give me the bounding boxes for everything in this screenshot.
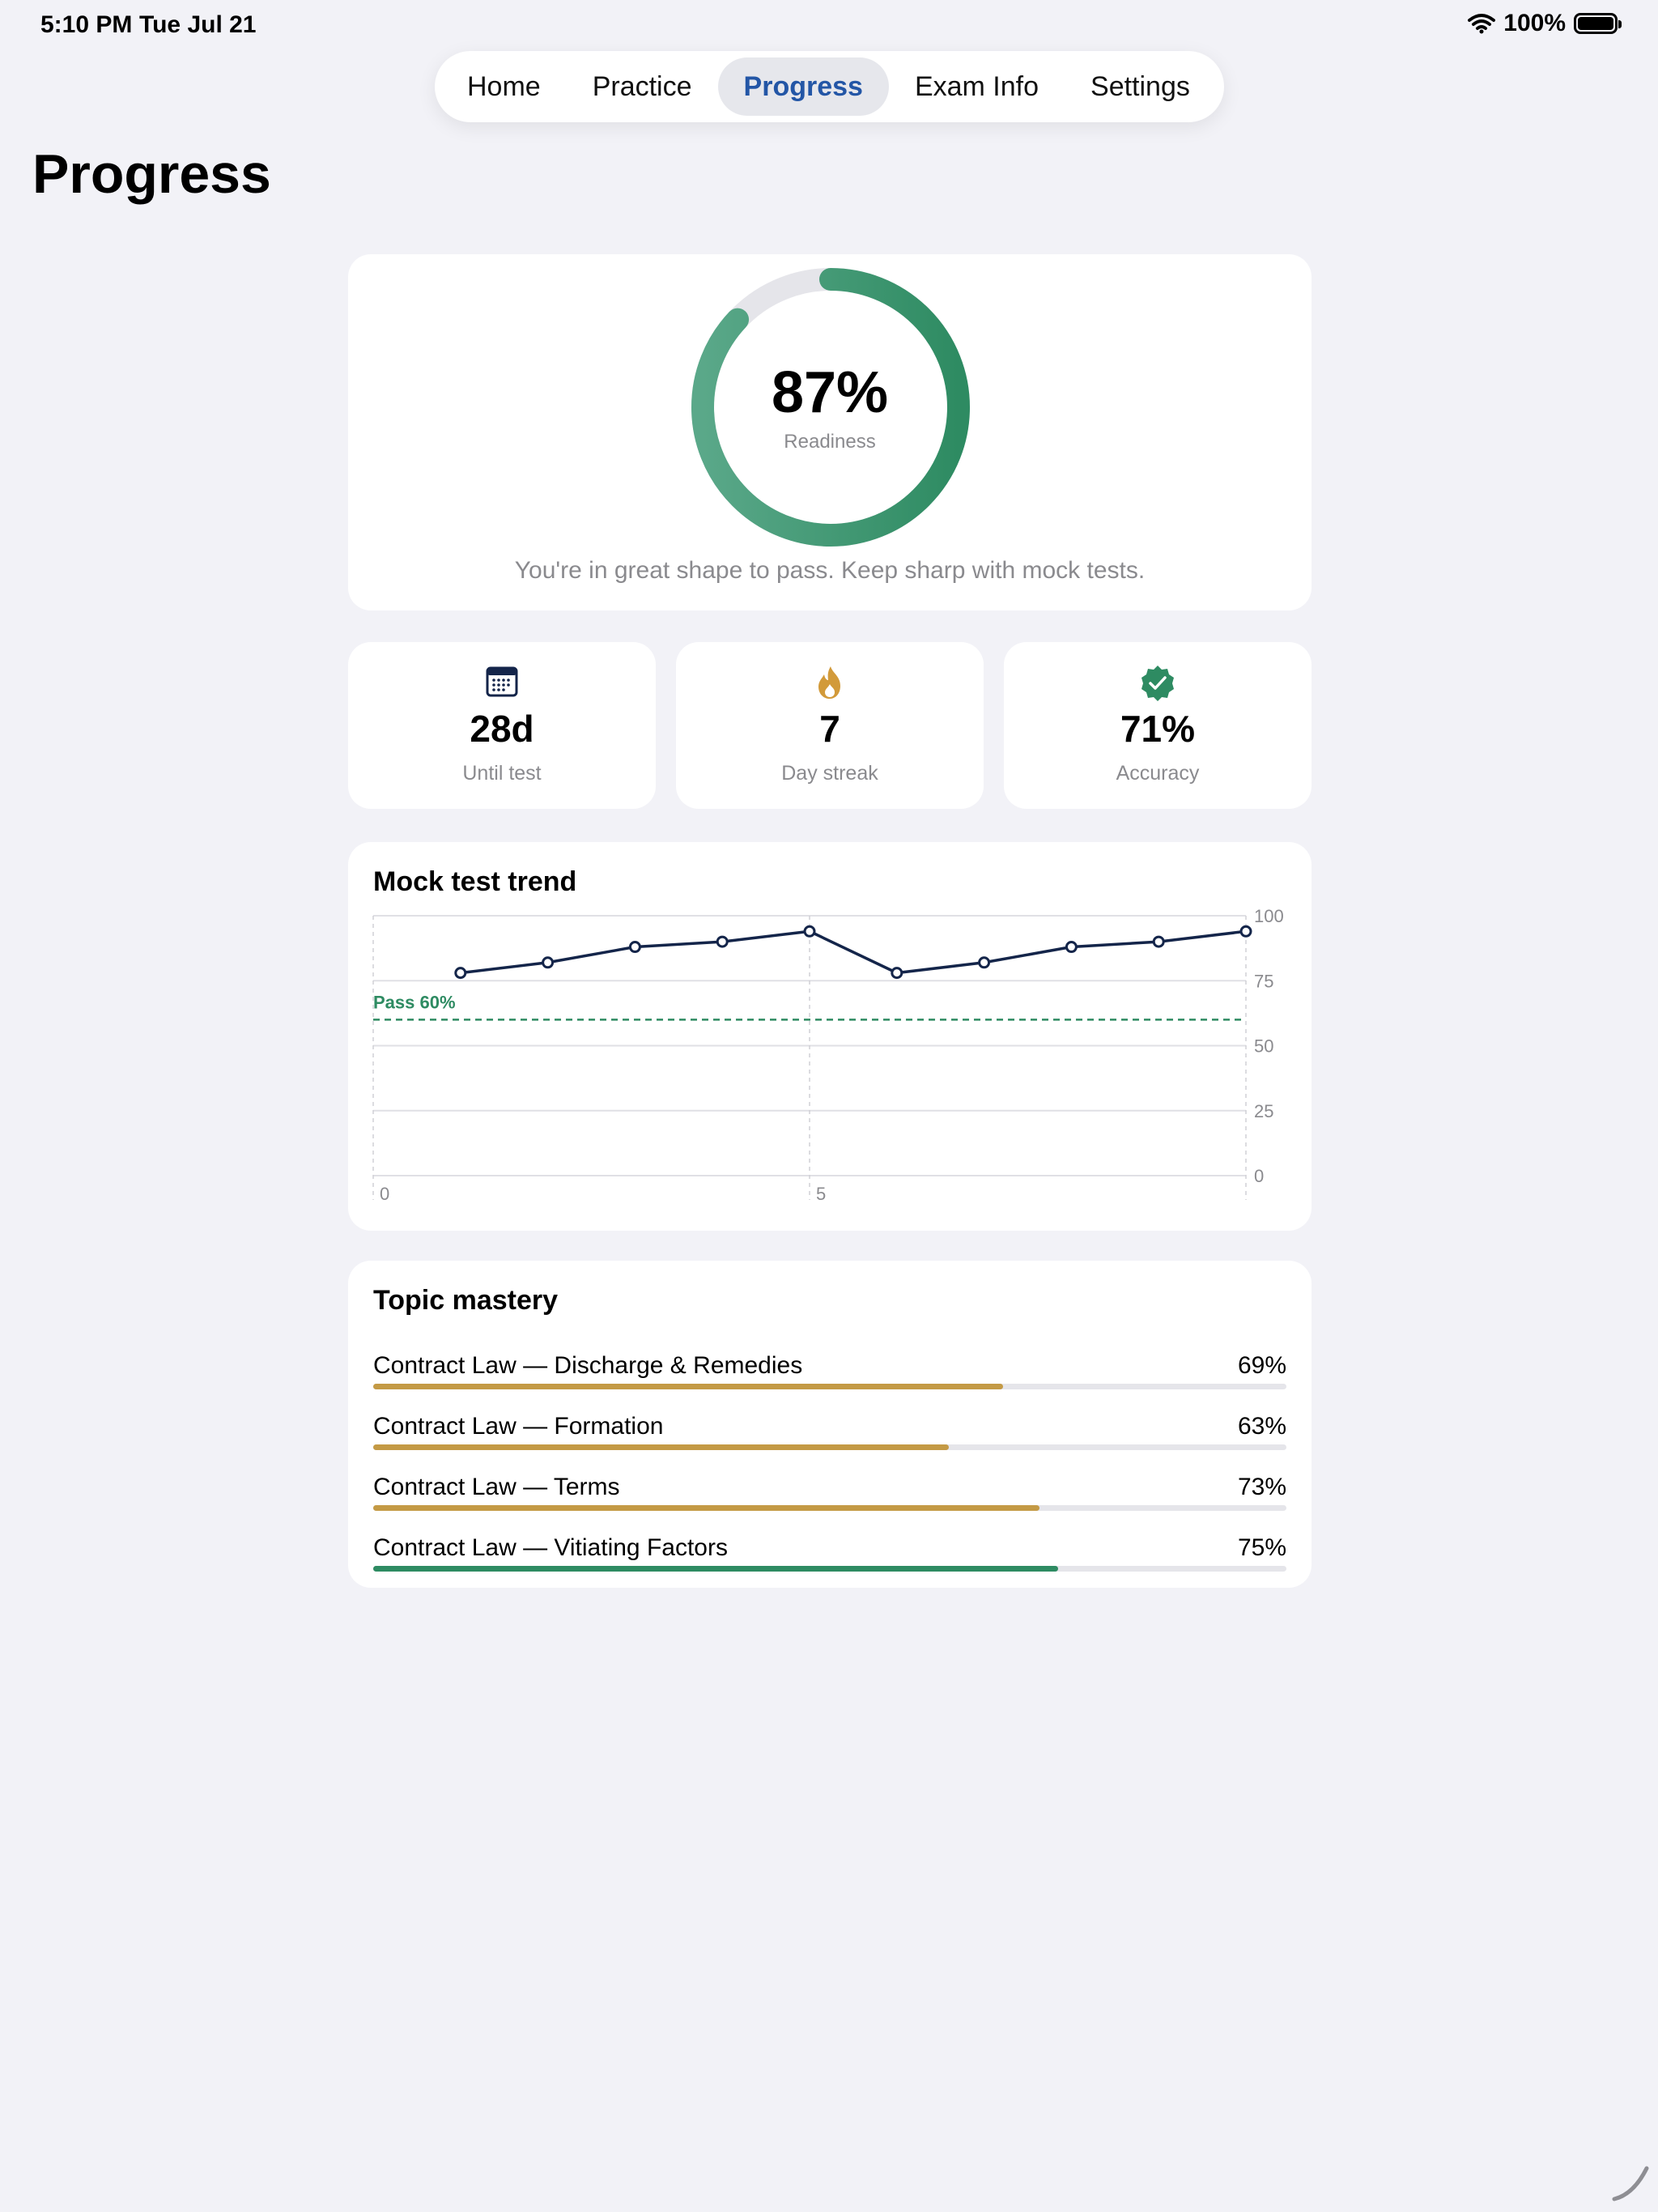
y-tick-label: 25 [1254,1101,1273,1121]
stat-value: 71% [1120,708,1196,750]
trend-point [978,956,991,969]
stat-label: Until test [462,762,542,785]
status-date: Tue Jul 21 [139,11,257,38]
pass-threshold-label: Pass 60% [373,992,456,1012]
y-tick-label: 75 [1254,971,1273,991]
mastery-title: Topic mastery [373,1285,559,1316]
tab-progress[interactable]: Progress [717,57,889,116]
verified-badge-icon [1141,666,1174,701]
topic-percent: 75% [1237,1534,1286,1561]
y-tick-label: 100 [1254,906,1284,926]
trend-chart: 100 75 50 25 0 0 5 Pass 60% [372,906,1284,1204]
readiness-ring-progress [691,268,970,547]
topic-name: Contract Law — Discharge & Remedies [373,1352,803,1379]
readiness-label: Readiness [784,431,876,453]
topic-percent: 73% [1237,1474,1286,1500]
topic-progress-fill [373,1384,1004,1389]
tab-bar: Home Practice Progress Exam Info Setting… [435,51,1224,122]
topic-progress-track [373,1566,1286,1572]
trend-card: Mock test trend 100 75 50 25 0 0 5 Pass 60% [348,842,1312,1231]
trend-point [1152,935,1165,948]
wifi-icon [1468,14,1496,34]
stat-value: 7 [819,708,840,750]
topic-name: Contract Law — Terms [373,1474,620,1500]
topic-progress-fill [373,1566,1058,1572]
topic-progress-track [373,1505,1286,1511]
stat-card-accuracy: 71% Accuracy [1004,642,1312,809]
pencil-stroke-mark [1612,2166,1649,2201]
readiness-value: 87% [771,360,889,425]
trend-point [1065,941,1078,954]
tab-exam-info[interactable]: Exam Info [914,70,1039,102]
topic-row: Contract Law — Discharge & Remedies 69% [373,1352,1286,1401]
stat-label: Day streak [781,762,878,785]
trend-point [716,935,729,948]
calendar-icon [486,666,518,697]
x-tick-label: 5 [816,1184,826,1204]
topic-progress-fill [373,1505,1040,1511]
trend-line [460,929,1247,975]
topic-percent: 69% [1237,1352,1286,1379]
readiness-message: You're in great shape to pass. Keep shar… [514,557,1146,584]
battery-percentage: 100% [1503,10,1566,36]
topic-progress-track [373,1384,1286,1389]
trend-point [454,967,467,980]
readiness-card: 87% Readiness You're in great shape to p… [348,254,1312,610]
y-tick-label: 50 [1254,1036,1273,1057]
trend-point [542,956,555,969]
tab-settings[interactable]: Settings [1090,70,1190,102]
topic-progress-track [373,1444,1286,1450]
battery-icon [1574,13,1622,34]
status-indicators: 100% [1468,10,1622,37]
trend-point [803,925,816,938]
topic-progress-fill [373,1444,949,1450]
tab-home[interactable]: Home [467,70,541,102]
readiness-ring [691,268,970,547]
trend-point [891,967,903,980]
stat-card-until-test: 28d Until test [348,642,656,809]
tab-practice[interactable]: Practice [592,70,692,102]
stat-value: 28d [470,708,534,750]
status-time: 5:10 PM [40,11,133,38]
status-bar: 5:10 PM Tue Jul 21 100% [0,0,1658,52]
page-title: Progress [32,143,271,205]
mastery-card: Topic mastery Contract Law — Discharge &… [348,1261,1312,1588]
topic-name: Contract Law — Vitiating Factors [373,1534,728,1561]
topic-percent: 63% [1237,1413,1286,1440]
y-tick-label: 0 [1254,1166,1264,1186]
topic-row: Contract Law — Terms 73% [373,1474,1286,1522]
topic-name: Contract Law — Formation [373,1413,664,1440]
stat-card-day-streak: 7 Day streak [676,642,984,809]
topic-row: Contract Law — Vitiating Factors 75% [373,1534,1286,1583]
x-tick-label: 0 [380,1184,389,1204]
trend-point [1239,925,1252,938]
trend-point [628,941,641,954]
topic-row: Contract Law — Formation 63% [373,1413,1286,1461]
flame-icon [818,666,840,699]
stat-label: Accuracy [1116,762,1200,785]
trend-title: Mock test trend [373,866,577,897]
